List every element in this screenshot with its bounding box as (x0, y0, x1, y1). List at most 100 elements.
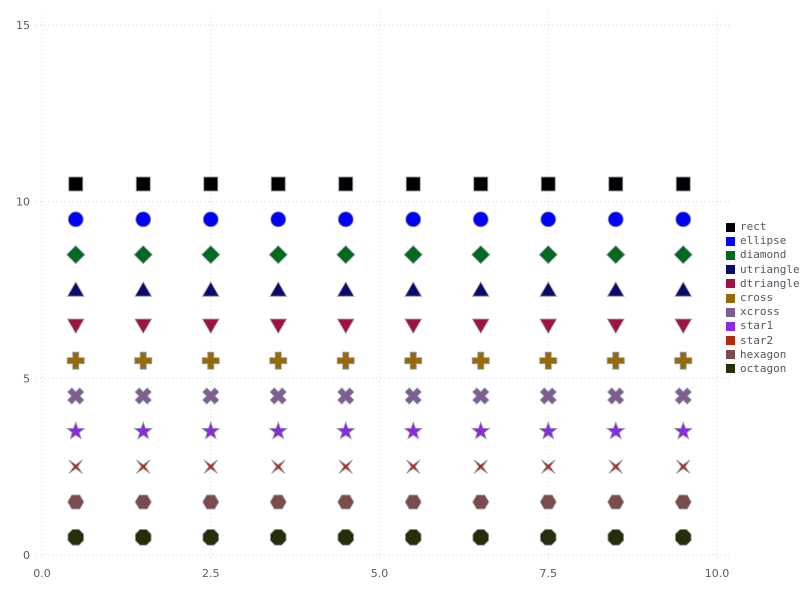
marker-utriangle (471, 281, 490, 297)
grid-lines (36, 13, 729, 561)
marker-star1 (335, 421, 356, 440)
legend-item-xcross[interactable]: xcross (726, 305, 798, 319)
marker-star2 (338, 459, 353, 474)
legend-item-label: octagon (740, 361, 787, 375)
marker-cross (471, 351, 490, 370)
marker-xcross (472, 387, 490, 405)
marker-cross (539, 351, 558, 370)
marker-diamond (606, 245, 626, 265)
marker-utriangle (539, 281, 558, 297)
marker-xcross (539, 387, 557, 405)
y-tick-label: 0 (23, 549, 30, 562)
y-tick-label: 5 (23, 372, 30, 385)
marker-hexagon (67, 494, 85, 510)
marker-star1 (133, 421, 154, 440)
marker-xcross (134, 387, 152, 405)
marker-hexagon (202, 494, 220, 510)
legend-swatch-icon (726, 236, 735, 246)
legend-item-label: ellipse (740, 234, 787, 248)
x-tick-label: 10.0 (705, 567, 730, 580)
marker-xcross (202, 387, 220, 405)
marker-hexagon (607, 494, 625, 510)
legend-swatch-icon (726, 336, 735, 346)
legend-swatch-icon (726, 321, 735, 331)
marker-diamond (201, 245, 221, 265)
marker-rect (473, 176, 489, 192)
legend-swatch-icon (726, 279, 735, 289)
legend-item-star1[interactable]: star1 (726, 319, 798, 333)
marker-utriangle (336, 281, 355, 297)
marker-star1 (403, 421, 424, 440)
marker-star2 (68, 459, 83, 474)
legend-item-hexagon[interactable]: hexagon (726, 348, 798, 362)
marker-ellipse (540, 211, 557, 228)
marker-star1 (673, 421, 694, 440)
marker-cross (134, 351, 153, 370)
legend-item-cross[interactable]: cross (726, 291, 798, 305)
marker-hexagon (404, 494, 422, 510)
marker-octagon (607, 529, 625, 546)
marker-dtriangle (66, 318, 85, 335)
legend-item-octagon[interactable]: octagon (726, 362, 798, 376)
marker-dtriangle (674, 318, 693, 335)
marker-hexagon (539, 494, 557, 510)
legend-item-dtriangle[interactable]: dtriangle (726, 277, 800, 291)
marker-ellipse (405, 211, 422, 228)
marker-star2 (136, 459, 151, 474)
legend-item-label: cross (740, 290, 774, 304)
legend-swatch-icon (726, 350, 735, 360)
legend-swatch-icon (726, 293, 735, 303)
marker-rect (338, 176, 354, 192)
legend-item-diamond[interactable]: diamond (726, 248, 798, 262)
marker-dtriangle (404, 318, 423, 335)
legend-item-label: utriangle (740, 262, 800, 276)
marker-octagon (269, 529, 287, 546)
legend-item-star2[interactable]: star2 (726, 334, 798, 348)
marker-xcross (404, 387, 422, 405)
marker-diamond (336, 245, 356, 265)
marker-cross (66, 351, 85, 370)
marker-diamond (403, 245, 423, 265)
marker-star2 (406, 459, 421, 474)
marker-dtriangle (201, 318, 220, 335)
marker-cross (606, 351, 625, 370)
marker-diamond (538, 245, 558, 265)
marker-hexagon (269, 494, 287, 510)
marker-dtriangle (336, 318, 355, 335)
marker-ellipse (337, 211, 354, 228)
marker-rect (540, 176, 556, 192)
marker-cross (201, 351, 220, 370)
marker-rect (203, 176, 219, 192)
marker-star1 (65, 421, 86, 440)
legend-item-utriangle[interactable]: utriangle (726, 262, 800, 277)
marker-star2 (608, 459, 623, 474)
marker-rect (608, 176, 624, 192)
marker-rect (405, 176, 421, 192)
legend-item-rect[interactable]: rect (726, 220, 798, 234)
marker-hexagon (337, 494, 355, 510)
legend-swatch-icon (726, 250, 735, 260)
marker-star2 (541, 459, 556, 474)
marker-utriangle (134, 281, 153, 297)
marker-ellipse (472, 211, 489, 228)
marker-octagon (202, 529, 220, 546)
marker-ellipse (67, 211, 84, 228)
y-tick-label: 15 (16, 19, 30, 32)
marker-rect (270, 176, 286, 192)
marker-dtriangle (471, 318, 490, 335)
marker-rect (675, 176, 691, 192)
legend-item-label: xcross (740, 305, 780, 319)
marker-utriangle (674, 281, 693, 297)
marker-star1 (605, 421, 626, 440)
marker-hexagon (674, 494, 692, 510)
marker-hexagon (134, 494, 152, 510)
legend-swatch-icon (726, 222, 735, 232)
marker-octagon (67, 529, 85, 546)
marker-utriangle (201, 281, 220, 297)
legend-item-ellipse[interactable]: ellipse (726, 234, 798, 248)
marker-utriangle (404, 281, 423, 297)
marker-star1 (200, 421, 221, 440)
marker-star1 (268, 421, 289, 440)
marker-cross (336, 351, 355, 370)
